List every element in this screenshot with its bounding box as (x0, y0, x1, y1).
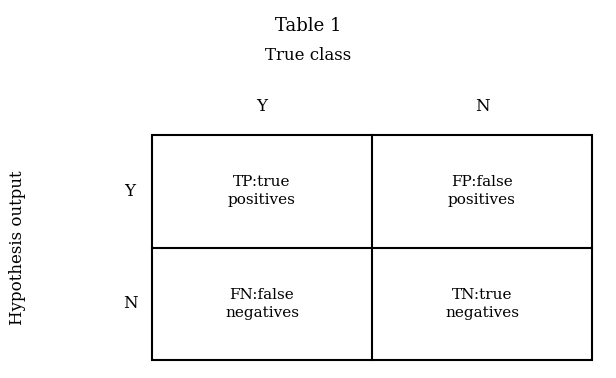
Text: TN:true
negatives: TN:true negatives (445, 288, 519, 320)
Text: TP:true
positives: TP:true positives (228, 175, 296, 208)
Text: Table 1: Table 1 (275, 17, 341, 35)
Text: Y: Y (256, 98, 267, 115)
Text: N: N (123, 295, 137, 312)
Text: True class: True class (265, 47, 351, 64)
Text: N: N (475, 98, 489, 115)
Text: FP:false
positives: FP:false positives (448, 175, 516, 208)
Text: FN:false
negatives: FN:false negatives (225, 288, 299, 320)
Text: Hypothesis output: Hypothesis output (9, 170, 26, 325)
Bar (152, 135, 592, 360)
Text: Y: Y (124, 183, 136, 200)
